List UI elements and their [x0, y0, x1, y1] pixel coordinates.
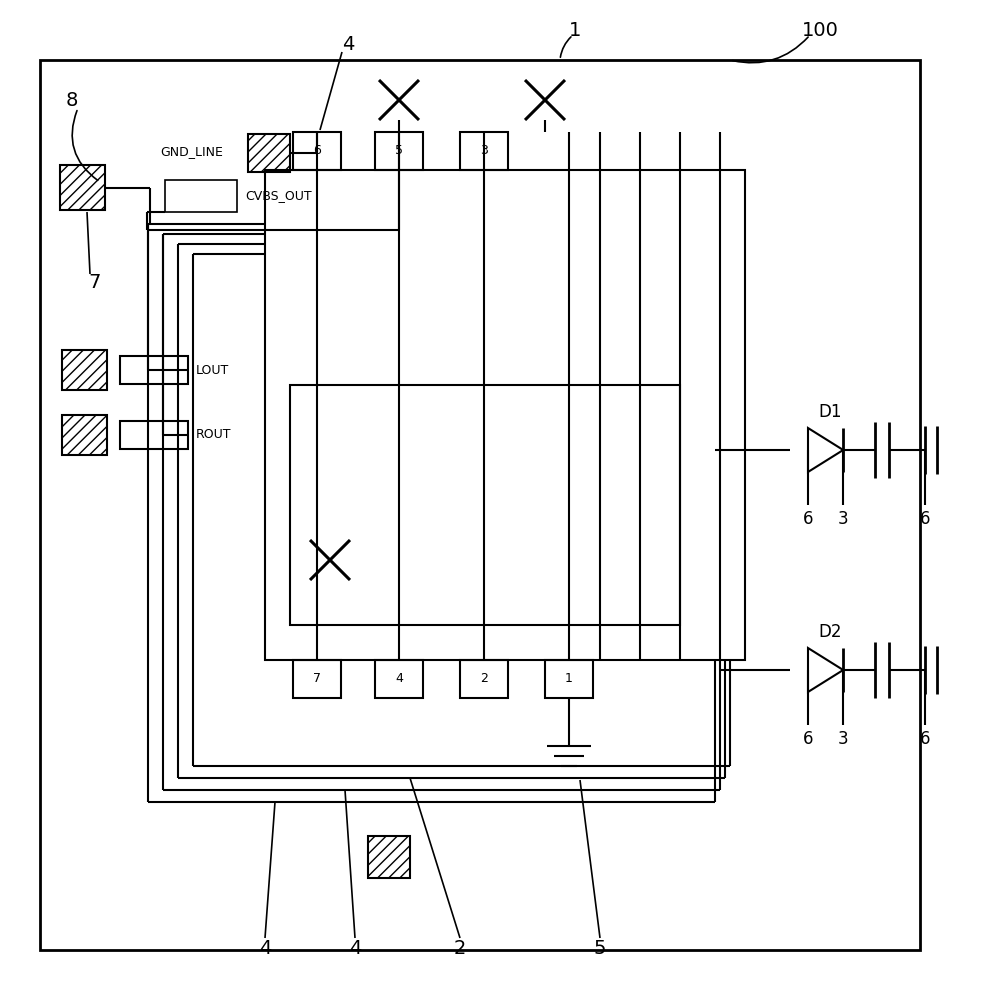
- Text: 4: 4: [342, 35, 355, 54]
- Bar: [293, 660, 341, 698]
- Bar: [460, 132, 508, 170]
- Bar: [460, 660, 508, 698]
- Bar: [375, 660, 423, 698]
- Text: 3: 3: [838, 510, 848, 528]
- Polygon shape: [808, 428, 843, 472]
- Text: 6: 6: [803, 730, 813, 748]
- Bar: [375, 132, 423, 170]
- Text: 3: 3: [481, 144, 488, 157]
- Text: 6: 6: [920, 510, 930, 528]
- Bar: [120, 421, 188, 449]
- Bar: [40, 60, 920, 950]
- Text: 7: 7: [89, 272, 101, 292]
- Text: CVBS_OUT: CVBS_OUT: [245, 190, 312, 202]
- Bar: [368, 836, 410, 878]
- Text: 100: 100: [801, 20, 838, 39]
- Text: 5: 5: [593, 938, 606, 958]
- Bar: [545, 660, 593, 698]
- Bar: [265, 170, 745, 660]
- Text: D2: D2: [818, 623, 842, 641]
- Bar: [165, 180, 237, 212]
- Text: 4: 4: [259, 938, 271, 958]
- Text: 1: 1: [568, 20, 581, 39]
- Text: ROUT: ROUT: [196, 428, 232, 442]
- Text: 6: 6: [920, 730, 930, 748]
- Text: GND_LINE: GND_LINE: [160, 145, 223, 158]
- Text: 8: 8: [66, 91, 78, 109]
- Text: 2: 2: [481, 672, 488, 686]
- Text: 7: 7: [313, 672, 321, 686]
- Text: 4: 4: [349, 938, 362, 958]
- Text: 4: 4: [395, 672, 403, 686]
- Bar: [248, 134, 290, 172]
- Polygon shape: [808, 648, 843, 692]
- Text: 2: 2: [454, 938, 467, 958]
- Bar: [293, 132, 341, 170]
- Text: LOUT: LOUT: [196, 363, 229, 376]
- Bar: [62, 350, 107, 390]
- Text: 6: 6: [803, 510, 813, 528]
- Bar: [62, 415, 107, 455]
- Text: 3: 3: [838, 730, 848, 748]
- Bar: [60, 165, 105, 210]
- Bar: [120, 356, 188, 384]
- Text: 5: 5: [395, 144, 403, 157]
- Text: 1: 1: [565, 672, 573, 686]
- Bar: [290, 385, 680, 625]
- Text: 6: 6: [313, 144, 321, 157]
- Text: D1: D1: [818, 403, 842, 421]
